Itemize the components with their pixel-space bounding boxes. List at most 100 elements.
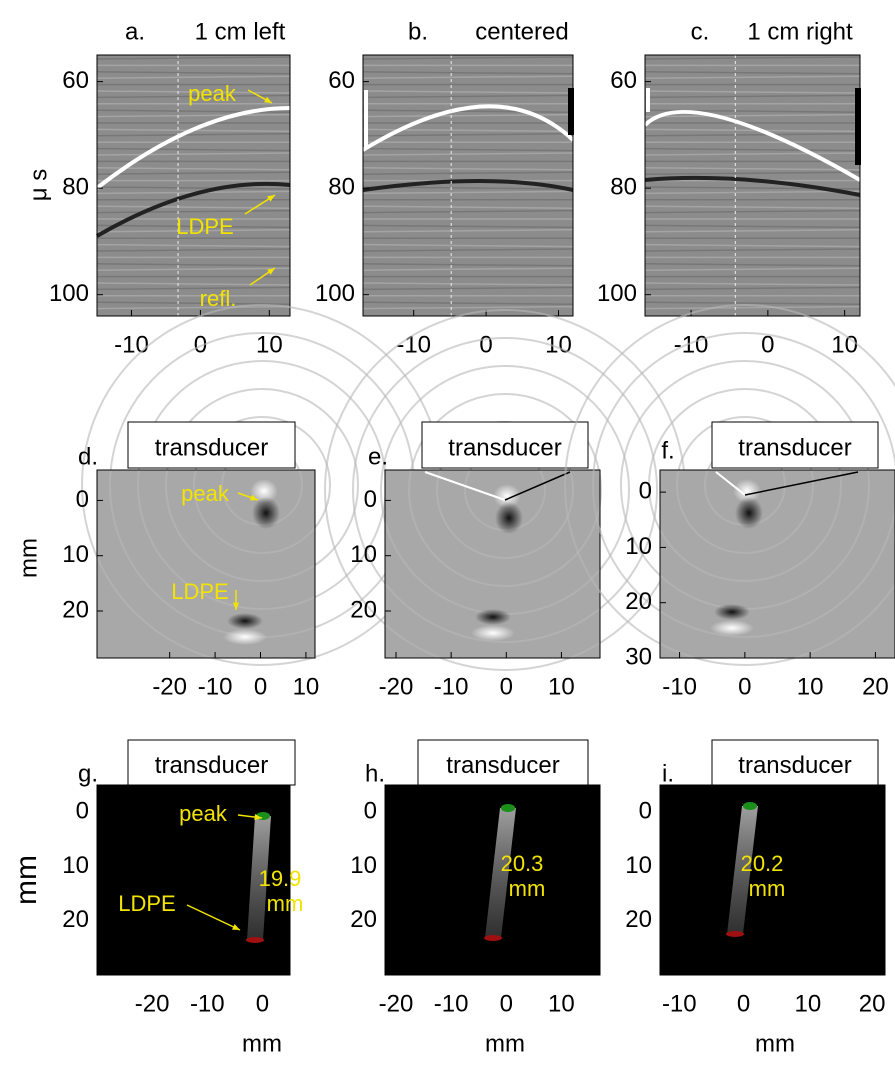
image (361, 55, 575, 316)
noise (96, 248, 291, 252)
noise (362, 147, 574, 152)
y-tick-label: 20 (625, 588, 652, 615)
noise (362, 243, 574, 248)
ripple (676, 416, 814, 554)
annotation: 19.9 (259, 866, 302, 891)
ripple (592, 332, 895, 638)
panel-letter: d. (78, 443, 98, 470)
bar (364, 90, 368, 148)
x-tick-label: 0 (500, 990, 513, 1017)
noise (362, 71, 574, 75)
blob (733, 479, 761, 503)
arrow-head (267, 195, 275, 202)
panel-letter: f. (661, 437, 674, 464)
blob (223, 629, 267, 645)
transducer-label: transducer (446, 752, 559, 779)
y-tick-label: 100 (49, 280, 89, 307)
panel-letter: e. (368, 443, 388, 470)
y-axis-label: mm (15, 538, 42, 578)
noise (644, 152, 861, 156)
noise (644, 209, 861, 214)
ldpe-dot (484, 935, 502, 941)
blob (227, 613, 263, 629)
noise (644, 113, 861, 118)
x-tick-label: 20 (859, 990, 886, 1017)
y-tick-label: 20 (625, 906, 652, 933)
noise (644, 171, 861, 175)
noise (362, 171, 574, 175)
frame (96, 54, 291, 317)
bar (568, 88, 574, 135)
panel-letter: c. (691, 18, 710, 45)
noise (362, 267, 574, 271)
beam (504, 471, 571, 501)
x-tick-label: 10 (795, 990, 822, 1017)
image (564, 304, 895, 666)
x-tick-label: -20 (379, 673, 414, 700)
noise (96, 186, 291, 190)
beam (715, 471, 746, 496)
image (324, 309, 686, 671)
transducer-box (127, 739, 296, 786)
noise (362, 282, 574, 286)
x-tick-label: -10 (674, 331, 709, 358)
noise (644, 229, 861, 233)
y-tick-label: 80 (62, 174, 89, 201)
noise (96, 243, 291, 248)
transducer-label: transducer (738, 752, 851, 779)
x-tick-label: 0 (761, 331, 774, 358)
noise (644, 301, 861, 305)
noise (96, 167, 291, 171)
noise (644, 147, 861, 152)
echo (95, 181, 291, 238)
arrow-head (232, 602, 240, 610)
y-tick-label: 20 (350, 596, 377, 623)
echo (95, 106, 291, 190)
noise (96, 90, 291, 94)
noise (644, 190, 861, 195)
image (660, 785, 885, 975)
transducer-label: transducer (155, 434, 268, 461)
y-tick-label: 60 (62, 67, 89, 94)
image-background (645, 55, 860, 316)
annotation: LDPE (171, 579, 228, 604)
annotation: LDPE (176, 214, 233, 239)
noise (644, 94, 861, 99)
panel-title: 1 cm right (747, 18, 853, 45)
y-tick-label: 100 (315, 280, 355, 307)
noise (96, 305, 291, 310)
noise (644, 267, 861, 271)
image (95, 55, 291, 316)
y-tick-label: 0 (639, 797, 652, 824)
bar (855, 88, 861, 165)
noise (362, 305, 574, 310)
transducer-label: transducer (738, 434, 851, 461)
noise (362, 224, 574, 229)
y-tick-label: 10 (350, 852, 377, 879)
arrow-head (267, 268, 275, 275)
frame (384, 469, 601, 659)
blob (495, 502, 523, 534)
x-tick-label: 10 (548, 673, 575, 700)
noise (96, 286, 291, 291)
x-tick-label: 10 (797, 673, 824, 700)
y-tick-label: 0 (76, 486, 89, 513)
noise (644, 282, 861, 286)
y-tick-label: 30 (625, 643, 652, 670)
noise (362, 205, 574, 209)
annotation: mm (509, 876, 546, 901)
echo (644, 175, 861, 197)
noise (644, 75, 861, 79)
x-tick-label: 0 (737, 990, 750, 1017)
x-tick-label: -10 (114, 331, 149, 358)
annotation: peak (179, 801, 228, 826)
ripple (352, 337, 658, 643)
noise (644, 224, 861, 229)
noise (644, 248, 861, 252)
x-tick-label: -10 (434, 990, 469, 1017)
y-axis-label: μ s (25, 169, 52, 202)
frame (96, 469, 316, 659)
blob (250, 479, 278, 503)
noise (362, 190, 574, 195)
noise (96, 75, 291, 79)
